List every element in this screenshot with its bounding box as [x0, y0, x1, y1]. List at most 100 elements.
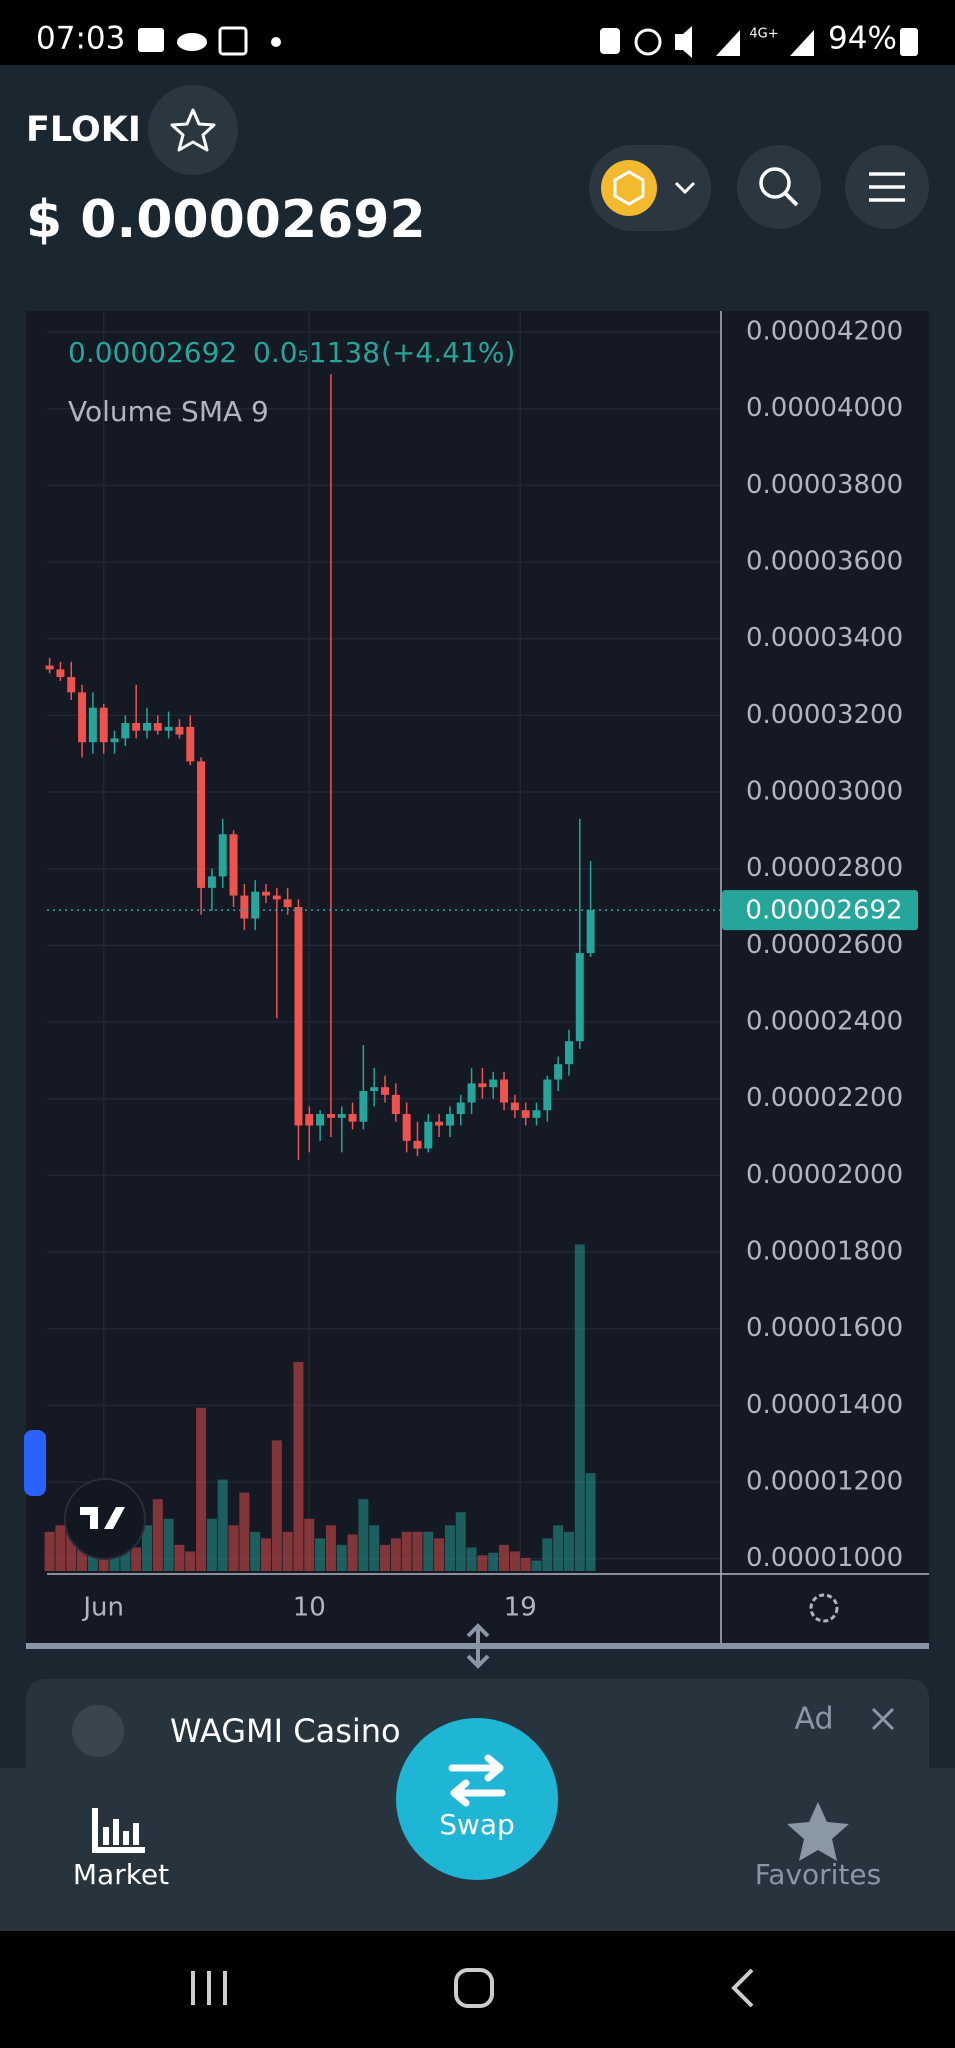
y-tick-label: 0.00004200	[746, 317, 903, 347]
volume-bar	[477, 1555, 488, 1571]
volume-bar	[585, 1473, 596, 1571]
candle-body	[175, 726, 184, 735]
nav-market[interactable]: Market	[73, 1858, 169, 1891]
volume-bar	[152, 1499, 163, 1571]
candle-body	[110, 738, 119, 743]
x-tick-label: 19	[504, 1593, 537, 1623]
candle-body	[305, 1114, 314, 1126]
battery-saver-icon	[600, 28, 620, 54]
chevron-icon	[674, 181, 696, 195]
ad-title: WAGMI Casino	[170, 1712, 401, 1750]
home-button[interactable]	[454, 1968, 494, 2008]
volume-bar	[206, 1518, 217, 1571]
bnb-logo	[601, 160, 657, 216]
y-tick-label: 0.00003000	[746, 777, 903, 807]
y-tick-label: 0.00001000	[746, 1543, 903, 1573]
legend-price: 0.00002692	[68, 336, 237, 369]
candle-body	[586, 910, 595, 954]
volume-bar	[380, 1544, 391, 1571]
volume-bar	[315, 1538, 326, 1571]
battery-icon	[900, 28, 918, 56]
volume-bar	[217, 1479, 228, 1571]
y-tick-label: 0.00003800	[746, 470, 903, 500]
candle-body	[413, 1140, 422, 1149]
candle-body	[272, 895, 281, 900]
back-button[interactable]	[731, 1968, 754, 2008]
indicator-label: Volume SMA 9	[68, 395, 269, 428]
candle-body	[153, 723, 162, 731]
candle-body	[88, 707, 97, 743]
volume-bar	[325, 1525, 336, 1571]
y-tick-label: 0.00001200	[746, 1467, 903, 1497]
nav-swap[interactable]: Swap	[439, 1808, 515, 1841]
y-tick-label: 0.00004000	[746, 393, 903, 423]
y-tick-label: 0.00001400	[746, 1390, 903, 1420]
volume-bar	[185, 1551, 196, 1571]
candle-body	[251, 891, 260, 919]
candle-body	[132, 723, 141, 731]
candle-body	[78, 692, 87, 743]
candle-body	[370, 1087, 379, 1092]
volume-bar	[239, 1492, 250, 1571]
volume-bar	[455, 1512, 466, 1571]
candle-body	[197, 761, 206, 888]
y-tick-label: 0.00002200	[746, 1083, 903, 1113]
volume-bar	[55, 1525, 66, 1571]
volume-bar	[369, 1525, 380, 1571]
candle-body	[294, 907, 303, 1126]
volume-bar	[282, 1531, 293, 1571]
volume-bar	[271, 1440, 282, 1571]
volume-bar	[553, 1525, 564, 1571]
candle-body	[359, 1091, 368, 1122]
volume-bar	[531, 1560, 542, 1571]
tradingview-mark	[80, 1507, 125, 1529]
candle-body	[348, 1114, 357, 1122]
candle-body	[99, 707, 108, 743]
candle-body	[489, 1079, 498, 1088]
menu-icon	[869, 172, 905, 202]
resize-handle[interactable]	[466, 1623, 490, 1669]
volume-bar	[196, 1407, 207, 1571]
y-tick-label: 0.00002000	[746, 1160, 903, 1190]
tradingview-logo[interactable]	[64, 1478, 146, 1560]
volume-bar	[434, 1538, 445, 1571]
candle-body	[142, 723, 151, 731]
volume-bar	[423, 1531, 434, 1571]
candle-body	[575, 953, 584, 1042]
volume-bar	[174, 1544, 185, 1571]
candle-body	[445, 1114, 454, 1126]
candle-body	[164, 726, 173, 731]
candle-body	[521, 1110, 530, 1118]
candle-body	[543, 1079, 552, 1111]
swap-button[interactable]	[396, 1718, 558, 1880]
candle-body	[337, 1114, 346, 1118]
volume-bar	[293, 1362, 304, 1571]
favorite-button[interactable]	[148, 85, 238, 175]
volume-bar	[390, 1538, 401, 1571]
candle-body	[478, 1083, 487, 1088]
candle-body	[45, 665, 54, 670]
ad-close[interactable]	[871, 1707, 895, 1731]
swap-icon	[448, 1754, 506, 1807]
nav-favorites[interactable]: Favorites	[755, 1858, 881, 1891]
signal-icon	[716, 30, 740, 56]
recents-button[interactable]	[191, 1971, 227, 2005]
volume-bar	[574, 1244, 585, 1571]
candle-body	[283, 899, 292, 908]
x-tick-label: 10	[293, 1593, 326, 1623]
y-tick-label: 0.00002600	[746, 930, 903, 960]
side-tab[interactable]	[24, 1430, 46, 1496]
volume-bar	[163, 1518, 174, 1571]
y-tick-label: 0.00003600	[746, 547, 903, 577]
settings-icon[interactable]	[809, 1593, 839, 1623]
legend-change: 0.0₅1138	[253, 336, 380, 369]
calendar-icon	[218, 26, 248, 56]
candle-body	[467, 1083, 476, 1103]
candle-body	[456, 1102, 465, 1115]
last-price-badge	[722, 890, 918, 931]
search-button[interactable]	[737, 145, 821, 229]
token-symbol: FLOKI	[26, 110, 141, 150]
dot-icon	[271, 37, 281, 47]
candle-body	[218, 834, 227, 877]
